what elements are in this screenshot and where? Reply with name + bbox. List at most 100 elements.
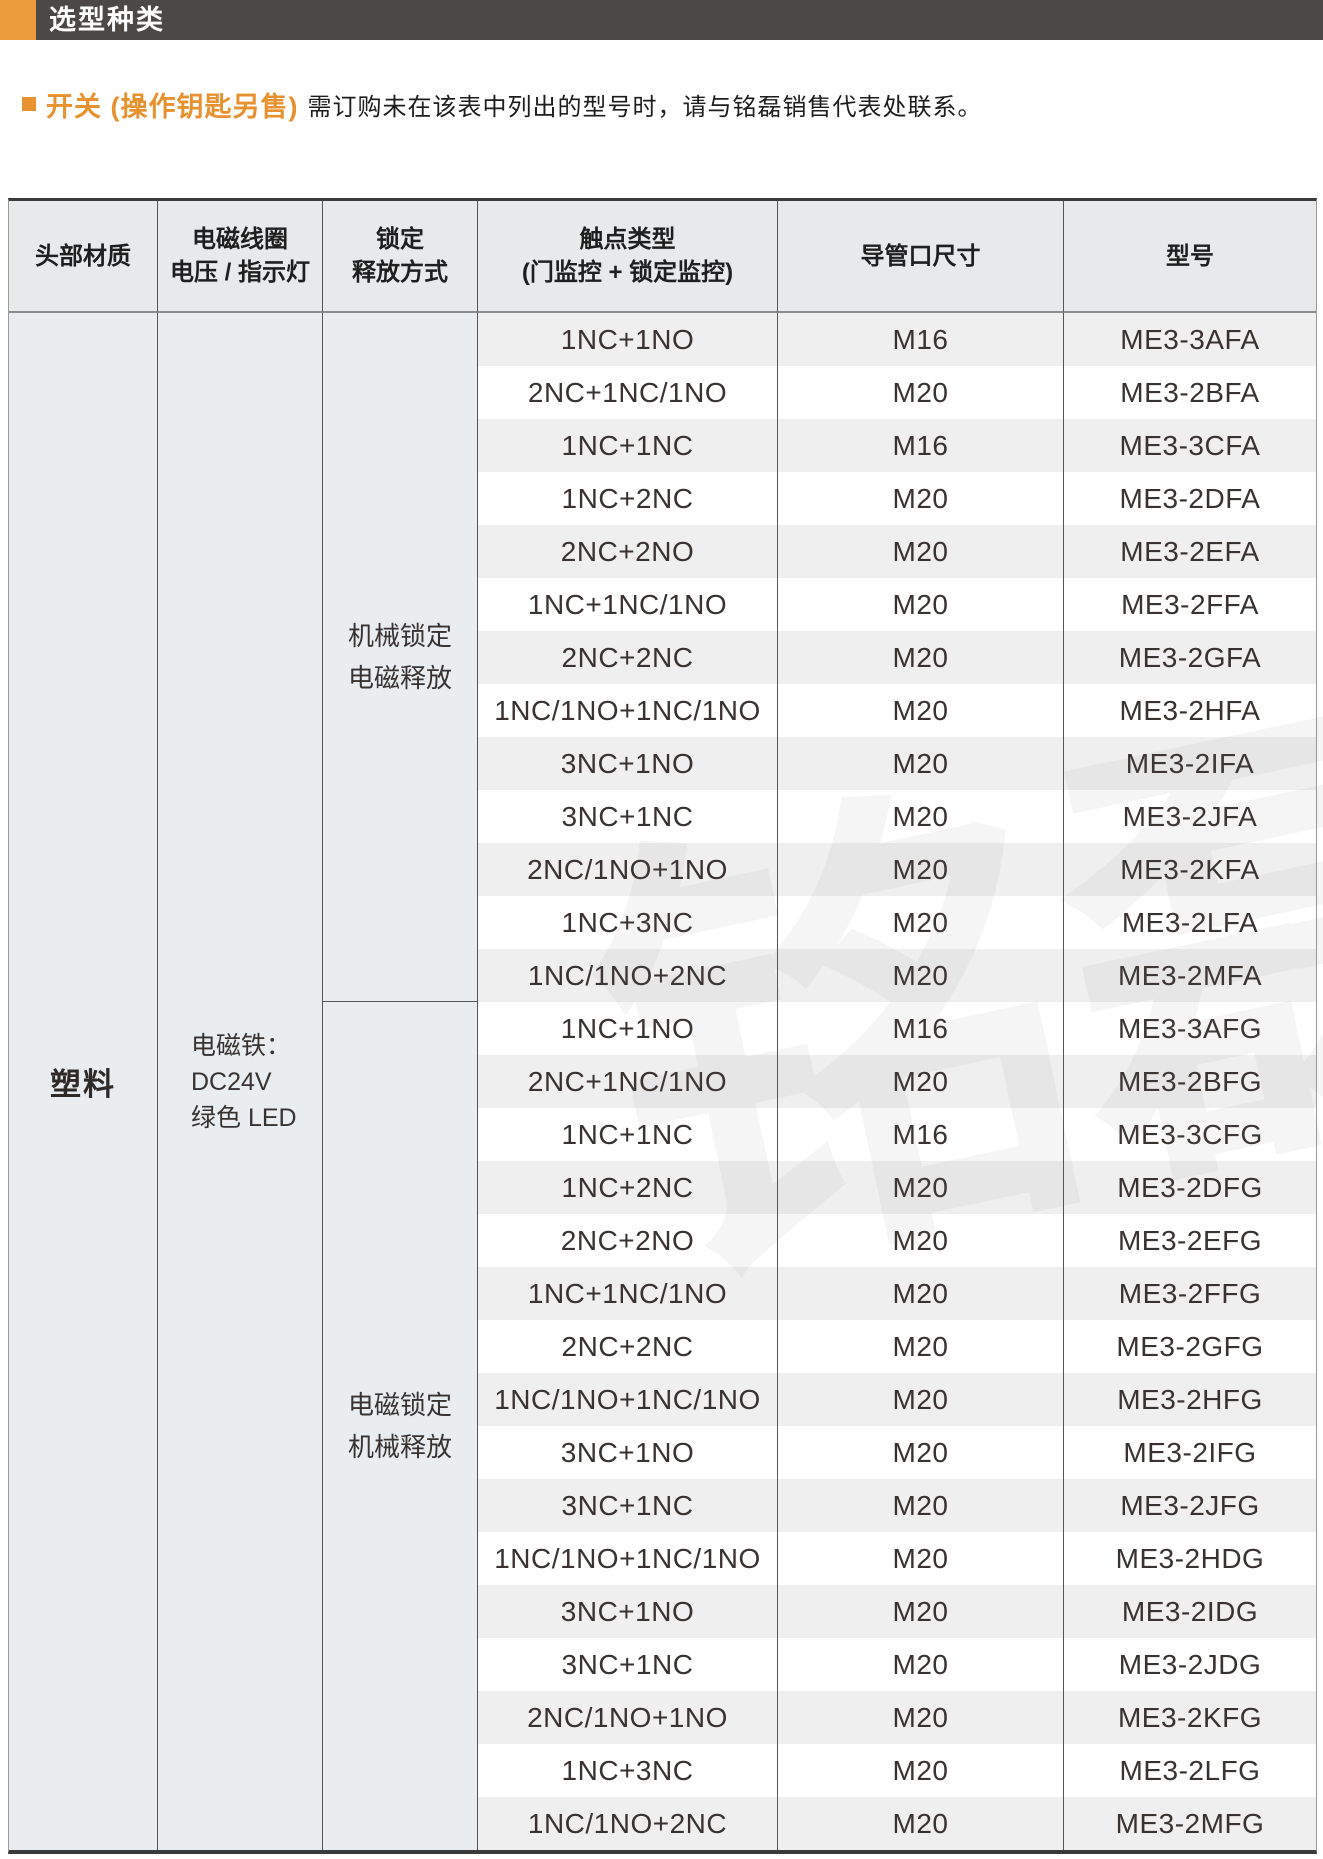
contact-type-cell: 2NC+2NO — [478, 525, 778, 578]
head-material-cell: 塑料 — [9, 313, 158, 1850]
conduit-size-cell: M16 — [778, 1108, 1064, 1161]
section-title-bar: 选型种类 — [0, 0, 1323, 40]
model-cell: ME3-2EFG — [1064, 1214, 1316, 1267]
contact-type-cell: 1NC/1NO+1NC/1NO — [478, 1373, 778, 1426]
table-grid: 头部材质 电磁线圈 电压 / 指示灯 锁定 释放方式 触点类型 (门监控 + 锁… — [8, 198, 1317, 1854]
conduit-size-cell: M20 — [778, 525, 1064, 578]
conduit-size-cell: M20 — [778, 790, 1064, 843]
model-cell: ME3-2HFG — [1064, 1373, 1316, 1426]
conduit-size-cell: M20 — [778, 366, 1064, 419]
contact-type-cell: 1NC+1NC — [478, 419, 778, 472]
conduit-size-cell: M20 — [778, 472, 1064, 525]
model-cell: ME3-2DFG — [1064, 1161, 1316, 1214]
contact-type-cell: 1NC+1NC/1NO — [478, 578, 778, 631]
contact-type-cell: 2NC/1NO+1NO — [478, 1691, 778, 1744]
contact-type-cell: 1NC+3NC — [478, 1744, 778, 1797]
model-cell: ME3-2IFA — [1064, 737, 1316, 790]
conduit-size-cell: M20 — [778, 949, 1064, 1002]
contact-type-cell: 2NC+2NC — [478, 631, 778, 684]
conduit-size-cell: M20 — [778, 843, 1064, 896]
model-cell: ME3-2GFG — [1064, 1320, 1316, 1373]
contact-type-cell: 3NC+1NC — [478, 790, 778, 843]
model-cell: ME3-2JDG — [1064, 1638, 1316, 1691]
model-cell: ME3-2JFG — [1064, 1479, 1316, 1532]
contact-type-cell: 3NC+1NO — [478, 737, 778, 790]
conduit-size-cell: M20 — [778, 1055, 1064, 1108]
conduit-size-cell: M20 — [778, 1638, 1064, 1691]
contact-type-cell: 1NC/1NO+1NC/1NO — [478, 1532, 778, 1585]
section-title: 选型种类 — [49, 5, 165, 35]
model-cell: ME3-3AFG — [1064, 1002, 1316, 1055]
conduit-size-cell: M16 — [778, 313, 1064, 366]
model-cell: ME3-2GFA — [1064, 631, 1316, 684]
model-cell: ME3-2MFA — [1064, 949, 1316, 1002]
conduit-size-cell: M20 — [778, 1267, 1064, 1320]
model-cell: ME3-2JFA — [1064, 790, 1316, 843]
conduit-size-cell: M20 — [778, 1214, 1064, 1267]
header-lock-release: 锁定 释放方式 — [323, 201, 478, 313]
header-conduit-size: 导管口尺寸 — [778, 201, 1064, 313]
contact-type-cell: 2NC+1NC/1NO — [478, 1055, 778, 1108]
conduit-size-cell: M20 — [778, 684, 1064, 737]
header-model: 型号 — [1064, 201, 1316, 313]
header-contact-type: 触点类型 (门监控 + 锁定监控) — [478, 201, 778, 313]
contact-type-cell: 1NC+2NC — [478, 472, 778, 525]
lock-method-solenoid-cell: 电磁锁定 机械释放 — [323, 1002, 478, 1850]
product-label: 开关 (操作钥匙另售) — [46, 91, 299, 122]
orange-accent-block — [0, 0, 36, 40]
model-cell: ME3-2BFG — [1064, 1055, 1316, 1108]
square-bullet-icon — [22, 97, 36, 111]
contact-type-cell: 3NC+1NC — [478, 1479, 778, 1532]
contact-type-cell: 2NC/1NO+1NO — [478, 843, 778, 896]
model-cell: ME3-2LFA — [1064, 896, 1316, 949]
contact-type-cell: 1NC+2NC — [478, 1161, 778, 1214]
coil-voltage-cell: 电磁铁： DC24V 绿色 LED — [158, 313, 323, 1850]
conduit-size-cell: M20 — [778, 578, 1064, 631]
conduit-size-cell: M20 — [778, 1426, 1064, 1479]
model-cell: ME3-2HDG — [1064, 1532, 1316, 1585]
contact-type-cell: 2NC+1NC/1NO — [478, 366, 778, 419]
header-coil-voltage: 电磁线圈 电压 / 指示灯 — [158, 201, 323, 313]
model-cell: ME3-3CFA — [1064, 419, 1316, 472]
conduit-size-cell: M20 — [778, 896, 1064, 949]
conduit-size-cell: M20 — [778, 631, 1064, 684]
model-cell: ME3-2IFG — [1064, 1426, 1316, 1479]
conduit-size-cell: M20 — [778, 1161, 1064, 1214]
conduit-size-cell: M16 — [778, 419, 1064, 472]
contact-type-cell: 2NC+2NC — [478, 1320, 778, 1373]
contact-type-cell: 3NC+1NC — [478, 1638, 778, 1691]
conduit-size-cell: M20 — [778, 1320, 1064, 1373]
model-cell: ME3-2EFA — [1064, 525, 1316, 578]
contact-type-cell: 3NC+1NO — [478, 1426, 778, 1479]
conduit-size-cell: M16 — [778, 1002, 1064, 1055]
model-cell: ME3-3CFG — [1064, 1108, 1316, 1161]
model-cell: ME3-2FFA — [1064, 578, 1316, 631]
model-cell: ME3-2FFG — [1064, 1267, 1316, 1320]
model-cell: ME3-2KFA — [1064, 843, 1316, 896]
contact-type-cell: 1NC/1NO+1NC/1NO — [478, 684, 778, 737]
model-cell: ME3-2LFG — [1064, 1744, 1316, 1797]
conduit-size-cell: M20 — [778, 1691, 1064, 1744]
contact-type-cell: 1NC+1NC — [478, 1108, 778, 1161]
conduit-size-cell: M20 — [778, 1797, 1064, 1850]
conduit-size-cell: M20 — [778, 1585, 1064, 1638]
contact-type-cell: 1NC/1NO+2NC — [478, 1797, 778, 1850]
model-cell: ME3-2BFA — [1064, 366, 1316, 419]
ordering-note: 需订购未在该表中列出的型号时，请与铭磊销售代表处联系。 — [307, 93, 983, 121]
contact-type-cell: 1NC+1NC/1NO — [478, 1267, 778, 1320]
lock-method-mechanical-cell: 机械锁定 电磁释放 — [323, 313, 478, 1002]
conduit-size-cell: M20 — [778, 1373, 1064, 1426]
contact-type-cell: 1NC+3NC — [478, 896, 778, 949]
contact-type-cell: 1NC/1NO+2NC — [478, 949, 778, 1002]
model-cell: ME3-2MFG — [1064, 1797, 1316, 1850]
conduit-size-cell: M20 — [778, 1744, 1064, 1797]
header-head-material: 头部材质 — [9, 201, 158, 313]
contact-type-cell: 2NC+2NO — [478, 1214, 778, 1267]
conduit-size-cell: M20 — [778, 1479, 1064, 1532]
contact-type-cell: 1NC+1NO — [478, 1002, 778, 1055]
model-cell: ME3-2HFA — [1064, 684, 1316, 737]
conduit-size-cell: M20 — [778, 737, 1064, 790]
model-cell: ME3-2IDG — [1064, 1585, 1316, 1638]
contact-type-cell: 3NC+1NO — [478, 1585, 778, 1638]
